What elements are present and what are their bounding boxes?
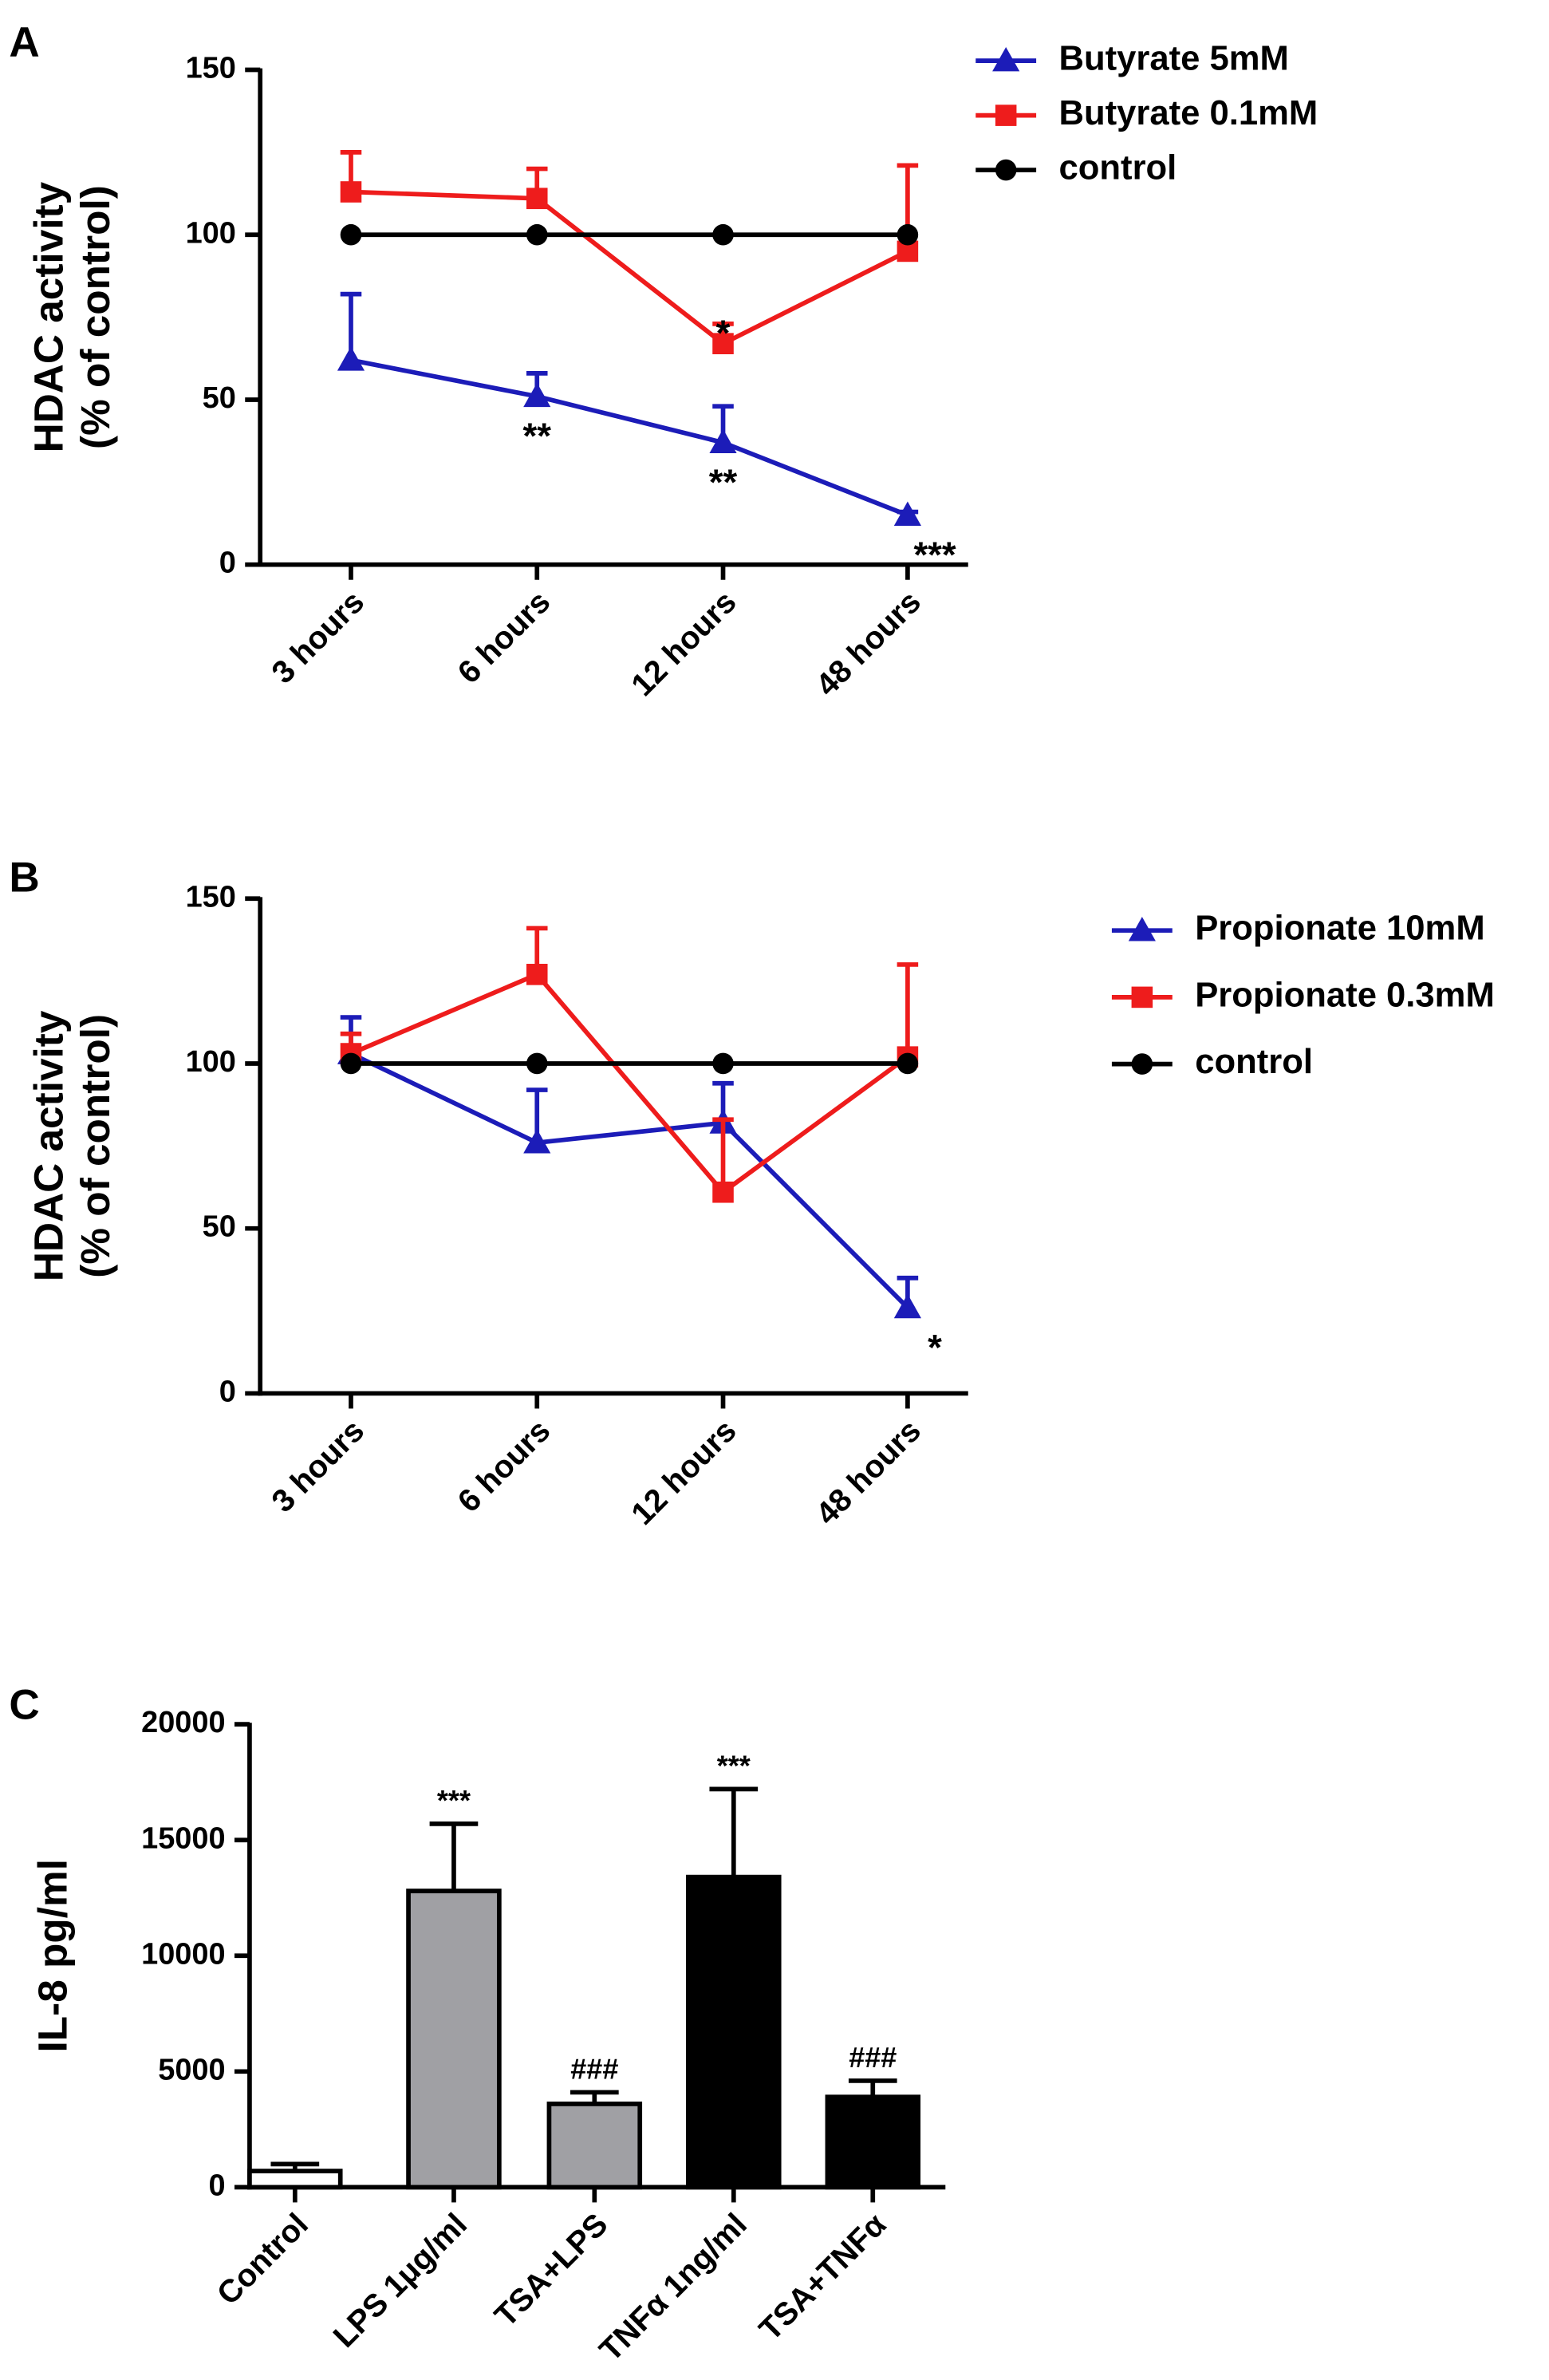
legend-marker <box>1131 986 1153 1008</box>
panel-label: B <box>9 854 39 901</box>
legend-marker <box>995 105 1017 126</box>
bar <box>546 2102 643 2190</box>
legend-label: Propionate 10mM <box>1195 909 1484 948</box>
marker <box>337 346 365 371</box>
error-bar <box>709 1786 759 1877</box>
marker <box>526 223 548 246</box>
marker <box>712 1181 734 1203</box>
y-axis-label: IL-8 pg/ml <box>30 1859 76 2052</box>
legend-label: Butyrate 5mM <box>1059 39 1289 78</box>
y-tick-label: 15000 <box>141 1822 225 1855</box>
x-tick-label: 6 hours <box>451 1413 558 1519</box>
y-tick-label: 0 <box>219 547 236 580</box>
legend-label: Butyrate 0.1mM <box>1059 93 1318 132</box>
panel-label: A <box>9 19 39 66</box>
y-tick-label: 20000 <box>141 1706 225 1739</box>
bar <box>406 1889 502 2190</box>
significance-label: ### <box>849 2041 897 2074</box>
marker <box>340 223 362 246</box>
x-tick-label: LPS 1μg/ml <box>327 2207 474 2354</box>
x-tick-label: 3 hours <box>265 1413 371 1519</box>
legend-marker <box>992 46 1020 72</box>
y-tick-label: 5000 <box>158 2053 225 2086</box>
marker <box>526 1052 548 1075</box>
marker <box>523 382 551 408</box>
series-line <box>350 189 909 347</box>
error-bar <box>429 1822 479 1892</box>
x-tick-label: 48 hours <box>810 1413 928 1532</box>
x-tick-label: 6 hours <box>451 584 558 690</box>
y-axis-label: HDAC activity(% of control) <box>26 1010 118 1281</box>
bar <box>686 1874 782 2190</box>
error-bar <box>897 962 919 1057</box>
y-tick-label: 150 <box>186 880 236 914</box>
significance-label: *** <box>913 535 956 575</box>
marker <box>712 333 734 355</box>
error-bar <box>848 2078 897 2098</box>
marker <box>340 1052 362 1075</box>
x-tick-label: Control <box>211 2207 315 2312</box>
legend-marker <box>1131 1053 1153 1075</box>
y-tick-label: 150 <box>186 52 236 85</box>
x-tick-label: TSA+LPS <box>488 2207 615 2334</box>
x-tick-label: 12 hours <box>625 584 743 703</box>
marker <box>712 223 734 246</box>
x-tick-label: TNFα 1ng/ml <box>593 2207 754 2368</box>
marker <box>526 964 548 985</box>
x-tick-label: 48 hours <box>810 584 928 703</box>
y-axis-label: HDAC activity(% of control) <box>26 181 118 452</box>
marker <box>526 187 548 210</box>
x-tick-label: 3 hours <box>265 584 371 690</box>
significance-label: * <box>716 313 731 353</box>
bar <box>247 2169 343 2190</box>
marker <box>893 501 921 526</box>
legend-label: control <box>1195 1042 1313 1081</box>
significance-label: ** <box>709 462 738 503</box>
marker <box>897 223 919 246</box>
y-tick-label: 50 <box>203 1210 236 1244</box>
x-tick-label: 12 hours <box>625 1413 743 1532</box>
legend-label: Propionate 0.3mM <box>1195 975 1495 1014</box>
error-bar <box>712 1117 734 1193</box>
series-line <box>349 971 909 1196</box>
y-tick-label: 100 <box>186 1045 236 1079</box>
marker <box>897 1052 919 1075</box>
y-tick-label: 0 <box>208 2169 225 2202</box>
marker <box>523 1129 551 1154</box>
y-tick-label: 10000 <box>141 1937 225 1971</box>
y-tick-label: 50 <box>203 381 236 415</box>
marker <box>340 181 362 203</box>
legend-marker <box>995 159 1017 181</box>
significance-label: * <box>928 1327 942 1368</box>
legend-marker <box>1128 917 1156 941</box>
significance-label: *** <box>437 1784 471 1817</box>
series-line <box>349 1051 909 1309</box>
marker <box>893 1293 921 1319</box>
marker <box>712 1052 734 1075</box>
marker <box>709 428 737 454</box>
significance-label: ** <box>523 416 552 456</box>
series-line <box>350 357 909 518</box>
panel-label: C <box>9 1681 39 1728</box>
significance-label: *** <box>717 1749 751 1782</box>
bar <box>825 2094 921 2190</box>
significance-label: ### <box>570 2052 618 2085</box>
y-tick-label: 0 <box>219 1375 236 1408</box>
x-tick-label: TSA+TNFα <box>753 2207 893 2348</box>
legend-label: control <box>1059 148 1177 187</box>
y-tick-label: 100 <box>186 216 236 250</box>
